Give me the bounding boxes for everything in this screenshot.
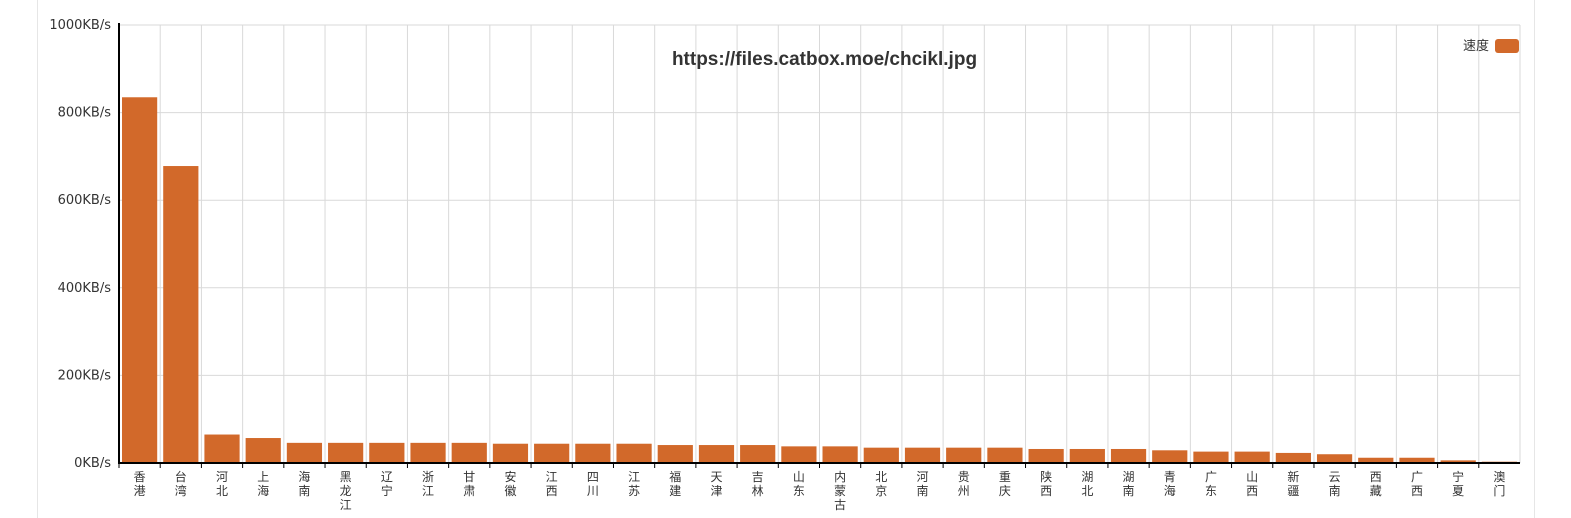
y-tick-label: 200KB/s — [58, 368, 112, 383]
x-tick-label: 安徽 — [504, 469, 516, 498]
y-tick-label: 1000KB/s — [49, 18, 111, 33]
x-tick-label: 上海 — [257, 470, 269, 498]
bar[interactable] — [1440, 460, 1476, 463]
x-tick-label: 内蒙古 — [834, 470, 846, 512]
y-tick-label: 800KB/s — [58, 106, 112, 121]
bar[interactable] — [1399, 457, 1435, 463]
bar[interactable] — [492, 443, 529, 463]
x-tick-label: 云南 — [1329, 470, 1341, 498]
bar[interactable] — [286, 442, 323, 463]
x-tick-label: 天津 — [710, 470, 722, 498]
legend-swatch — [1495, 39, 1519, 53]
bar[interactable] — [204, 434, 240, 463]
y-axis-ticks: 0KB/s 200KB/s 400KB/s 600KB/s 800KB/s 1000KB/… — [49, 18, 111, 471]
x-tick-label: 浙江 — [422, 470, 434, 498]
x-tick-label: 广东 — [1205, 470, 1217, 498]
bar[interactable] — [863, 447, 899, 463]
x-tick-label: 广西 — [1411, 470, 1423, 498]
bar[interactable] — [1275, 452, 1311, 463]
x-tick-label: 新疆 — [1287, 469, 1299, 498]
x-tick-label: 辽宁 — [381, 470, 393, 498]
bar[interactable] — [1152, 450, 1188, 463]
bar[interactable] — [163, 166, 199, 463]
bar-chart: 0KB/s 200KB/s 400KB/s 600KB/s 800KB/s 1000KB/… — [49, 18, 1521, 512]
bar[interactable] — [410, 442, 446, 463]
x-tick-label: 河北 — [216, 470, 228, 498]
bar[interactable] — [369, 442, 405, 463]
x-tick-label: 青海 — [1164, 470, 1176, 498]
bar[interactable] — [451, 442, 487, 463]
x-tick-label: 重庆 — [999, 470, 1011, 498]
bar[interactable] — [1316, 454, 1353, 463]
bar[interactable] — [616, 443, 652, 463]
bar[interactable] — [987, 447, 1023, 463]
x-tick-label: 黑龙江 — [340, 470, 352, 512]
x-tick-label: 香港 — [134, 470, 146, 498]
x-tick-label: 西藏 — [1370, 470, 1382, 498]
bar[interactable] — [1358, 457, 1394, 463]
x-tick-label: 四川 — [587, 470, 599, 498]
x-tick-label: 山西 — [1246, 470, 1258, 498]
x-tick-label: 江西 — [546, 470, 558, 498]
bars — [122, 97, 1517, 464]
bar[interactable] — [740, 445, 776, 463]
bar[interactable] — [1028, 448, 1064, 463]
bar[interactable] — [245, 438, 281, 463]
x-tick-label: 湖北 — [1081, 469, 1093, 498]
chart-title: https://files.catbox.moe/chcikl.jpg — [672, 49, 977, 70]
y-tick-label: 400KB/s — [58, 281, 112, 296]
chart-panel: 0KB/s 200KB/s 400KB/s 600KB/s 800KB/s 1000KB/… — [37, 0, 1535, 518]
x-tick-label: 河南 — [917, 470, 929, 498]
x-tick-label: 海南 — [298, 469, 310, 498]
grid-lines — [119, 24, 1521, 463]
x-tick-label: 澳门 — [1493, 470, 1505, 498]
bar[interactable] — [575, 443, 611, 463]
bar[interactable] — [657, 445, 693, 463]
bar[interactable] — [1110, 448, 1147, 463]
bar[interactable] — [122, 97, 158, 464]
bar[interactable] — [822, 446, 858, 463]
bar[interactable] — [328, 442, 364, 463]
x-tick-label: 贵州 — [958, 470, 970, 498]
x-tick-label: 湖南 — [1123, 469, 1135, 498]
x-tick-label: 福建 — [669, 469, 681, 498]
y-tick-label: 600KB/s — [58, 193, 112, 208]
bar[interactable] — [781, 446, 817, 463]
bar[interactable] — [1193, 451, 1229, 463]
bar[interactable] — [946, 447, 982, 463]
x-tick-label: 台湾 — [175, 469, 187, 498]
bar[interactable] — [1069, 448, 1105, 463]
y-tick-label: 0KB/s — [74, 456, 111, 471]
bar[interactable] — [1234, 451, 1270, 463]
legend[interactable]: 速度 — [1463, 38, 1519, 54]
x-axis-ticks: 香港 台湾 河北 上海 海南 黑龙江 辽宁 浙江 甘肃 安徽 江西 四川 江苏 福建 天津 吉林 山东 内蒙古 北京… — [118, 463, 1505, 512]
x-tick-label: 陕西 — [1040, 469, 1052, 498]
x-tick-label: 江苏 — [628, 470, 640, 498]
bar[interactable] — [534, 443, 570, 463]
x-tick-label: 宁夏 — [1452, 469, 1464, 498]
x-tick-label: 山东 — [793, 470, 805, 498]
x-tick-label: 甘肃 — [463, 470, 475, 498]
legend-label: 速度 — [1463, 38, 1489, 54]
bar[interactable] — [698, 445, 735, 463]
bar[interactable] — [904, 447, 941, 463]
x-tick-label: 北京 — [875, 470, 887, 498]
x-tick-label: 吉林 — [752, 470, 764, 498]
